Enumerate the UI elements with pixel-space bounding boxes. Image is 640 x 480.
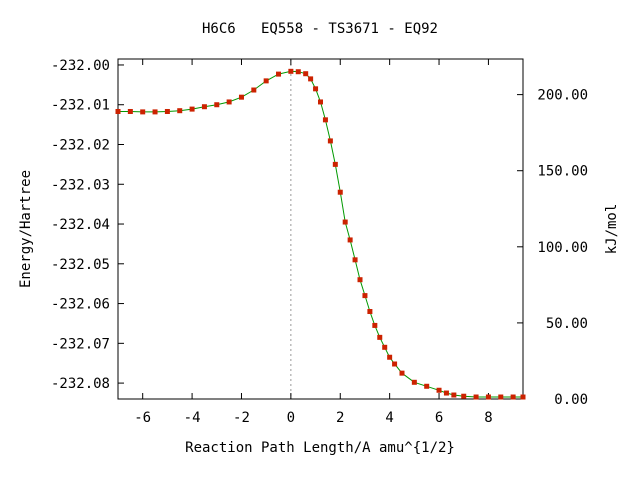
data-point xyxy=(510,394,516,400)
data-point xyxy=(295,69,301,75)
data-point xyxy=(308,76,314,82)
data-point xyxy=(288,68,294,74)
data-point xyxy=(189,106,195,112)
data-point xyxy=(115,108,121,114)
data-point xyxy=(251,87,257,93)
y-axis-label: Energy/Hartree xyxy=(18,170,34,288)
data-point xyxy=(473,394,479,400)
data-point xyxy=(399,370,405,376)
data-point xyxy=(382,344,388,350)
x-axis-label: Reaction Path Length/A amu^{1/2} xyxy=(185,440,455,456)
y-tick-label: -232.03 xyxy=(51,177,110,193)
data-point xyxy=(377,334,383,340)
x-tick-label: -2 xyxy=(233,410,250,426)
data-point xyxy=(461,393,467,399)
data-point xyxy=(177,108,183,114)
series-line xyxy=(118,70,523,398)
data-point xyxy=(347,237,353,243)
data-point xyxy=(238,94,244,100)
data-point xyxy=(372,322,378,328)
y2-tick-label: 200.00 xyxy=(537,88,588,104)
y-axis-left: -232.00 -232.01 -232.02 -232.03 -232.04 -232.… xyxy=(51,58,124,392)
x-tick-label: -4 xyxy=(184,410,201,426)
data-point xyxy=(342,219,348,225)
y2-tick-label: 100.00 xyxy=(537,240,588,256)
y-tick-label: -232.01 xyxy=(51,98,110,114)
data-point xyxy=(436,387,442,393)
y2-tick-label: 0.00 xyxy=(554,392,588,408)
data-point xyxy=(362,293,368,299)
y-tick-label: -232.07 xyxy=(51,336,110,352)
data-point xyxy=(201,104,207,110)
data-point xyxy=(127,108,133,114)
data-point xyxy=(303,71,309,77)
x-tick-label: 6 xyxy=(435,410,443,426)
y2-axis-label: kJ/mol xyxy=(604,204,620,255)
data-point xyxy=(332,161,338,167)
y-tick-label: -232.08 xyxy=(51,376,110,392)
data-point xyxy=(520,394,526,400)
y-tick-label: -232.05 xyxy=(51,257,110,273)
data-point xyxy=(226,99,232,105)
data-point xyxy=(214,102,220,108)
x-tick-label: 0 xyxy=(287,410,295,426)
data-point xyxy=(498,394,504,400)
y2-tick-label: 150.00 xyxy=(537,164,588,180)
data-point xyxy=(164,108,170,114)
series-points xyxy=(115,68,526,400)
data-point xyxy=(451,392,457,398)
data-point xyxy=(392,361,398,367)
x-tick-label: 2 xyxy=(336,410,344,426)
data-point xyxy=(322,117,328,123)
data-point xyxy=(152,109,158,115)
data-point xyxy=(337,189,343,195)
plot-frame xyxy=(117,58,524,400)
x-axis: -6 -4 -2 0 2 4 6 8 xyxy=(134,59,493,426)
x-tick-label: 8 xyxy=(484,410,492,426)
x-tick-label: 4 xyxy=(385,410,393,426)
chart-title: H6C6 EQ558 - TS3671 - EQ92 xyxy=(202,21,438,37)
data-point xyxy=(327,138,333,144)
x-tick-label: -6 xyxy=(134,410,151,426)
data-point xyxy=(352,257,358,263)
data-point xyxy=(485,394,491,400)
y-tick-label: -232.02 xyxy=(51,137,110,153)
data-point xyxy=(140,109,146,115)
data-point xyxy=(424,383,430,389)
data-point xyxy=(276,71,282,77)
data-point xyxy=(411,379,417,385)
y-tick-label: -232.00 xyxy=(51,58,110,74)
data-point xyxy=(443,390,449,396)
data-point xyxy=(387,354,393,360)
data-point xyxy=(357,277,363,283)
y2-tick-label: 50.00 xyxy=(546,316,588,332)
data-point xyxy=(263,78,269,84)
data-point xyxy=(313,86,319,92)
data-point xyxy=(318,99,323,105)
y-axis-right: 0.00 50.00 100.00 150.00 200.00 xyxy=(517,88,588,408)
y-tick-label: -232.06 xyxy=(51,297,110,313)
y-tick-label: -232.04 xyxy=(51,217,110,233)
data-point xyxy=(367,309,373,315)
